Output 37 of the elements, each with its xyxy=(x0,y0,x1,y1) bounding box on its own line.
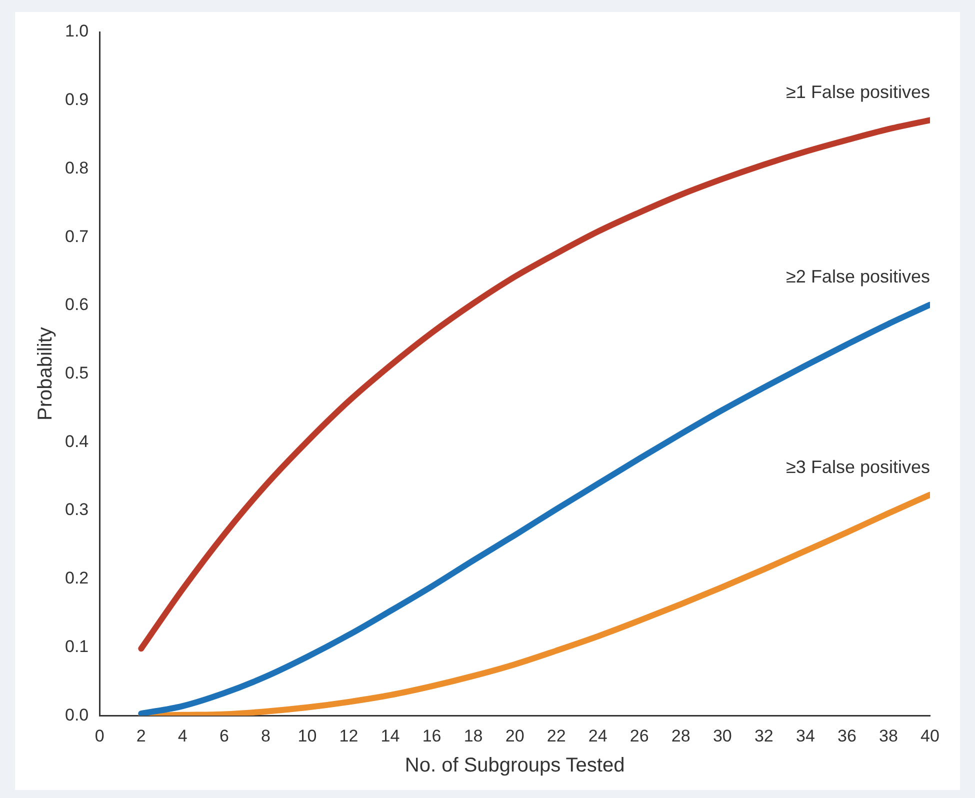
x-tick-label: 30 xyxy=(712,726,732,746)
x-axis-title: No. of Subgroups Tested xyxy=(404,754,625,777)
y-tick-label: 0.9 xyxy=(64,90,89,110)
x-tick-label: 4 xyxy=(178,726,188,746)
x-tick-label: 24 xyxy=(588,726,608,746)
series-label: ≥3 False positives xyxy=(786,456,930,477)
x-tick-label: 20 xyxy=(505,726,524,746)
y-tick-label: 0.4 xyxy=(64,432,89,451)
y-tick-label: 0.1 xyxy=(64,636,89,656)
y-tick-label: 0.6 xyxy=(64,295,89,314)
y-tick-label: 0.8 xyxy=(64,158,89,178)
x-tick-label: 14 xyxy=(380,726,400,746)
x-tick-label: 34 xyxy=(796,726,815,746)
x-tick-label: 36 xyxy=(838,726,856,746)
series-label: ≥2 False positives xyxy=(786,266,930,287)
series-label: ≥1 False positives xyxy=(786,82,930,102)
x-tick-label: 32 xyxy=(754,726,774,746)
y-axis-title: Probability xyxy=(34,327,57,420)
y-tick-label: 0.2 xyxy=(64,568,89,588)
x-tick-label: 28 xyxy=(671,726,690,746)
x-tick-label: 10 xyxy=(298,726,317,746)
y-tick-label: 0.7 xyxy=(64,226,89,246)
x-tick-label: 6 xyxy=(219,726,229,746)
x-tick-label: 0 xyxy=(94,726,104,746)
y-tick-label: 0.5 xyxy=(64,363,89,382)
x-tick-label: 22 xyxy=(546,726,566,746)
y-tick-label: 1.0 xyxy=(64,22,89,41)
x-tick-label: 38 xyxy=(879,726,898,746)
x-tick-label: 40 xyxy=(920,726,940,746)
x-tick-label: 16 xyxy=(422,726,442,746)
x-tick-label: 8 xyxy=(260,726,270,746)
x-tick-label: 26 xyxy=(630,726,649,746)
y-tick-label: 0.3 xyxy=(64,500,89,520)
x-tick-label: 12 xyxy=(339,726,358,746)
y-tick-label: 0.0 xyxy=(64,705,89,724)
x-tick-label: 2 xyxy=(136,726,146,746)
x-tick-label: 18 xyxy=(464,726,483,746)
